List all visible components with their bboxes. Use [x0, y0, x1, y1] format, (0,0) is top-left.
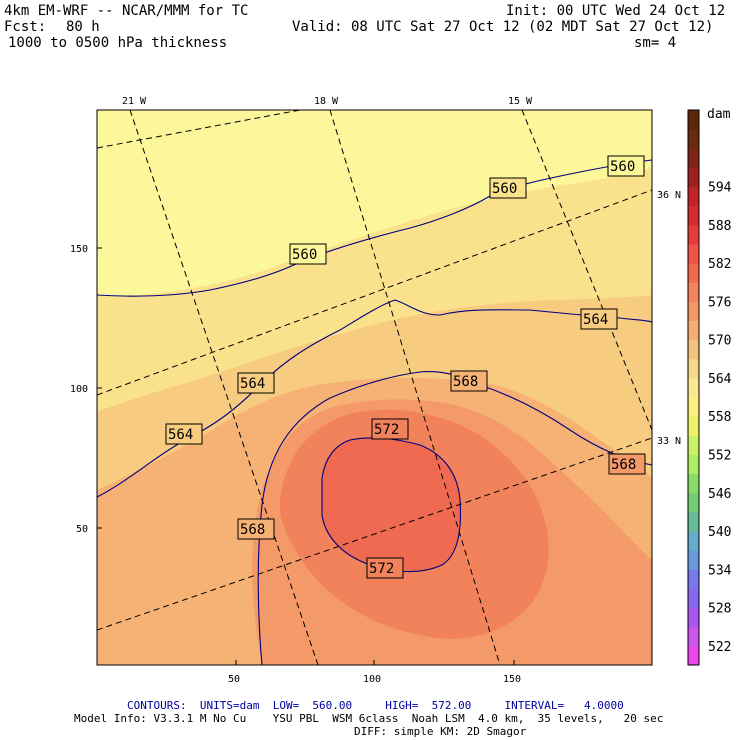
colorbar-swatch — [688, 569, 699, 589]
contour-560 — [97, 159, 652, 297]
colorbar-swatch — [688, 358, 699, 379]
y-tick-150: 150 — [70, 244, 88, 255]
y-tick-100: 100 — [70, 384, 88, 395]
colorbar-labels: 522 528 534 540 546 552 558 564 570 576 582 588 594 — [708, 181, 732, 655]
contour-label-568c: 568 — [611, 457, 636, 473]
contour-label-564a: 564 — [168, 427, 193, 443]
parallel-33n — [97, 437, 652, 631]
colorbar-swatch — [688, 129, 699, 149]
contour-label-560b: 560 — [492, 181, 517, 197]
colorbar-swatch — [688, 645, 699, 666]
contour-label-568a: 568 — [240, 522, 265, 538]
contour-label-572b: 572 — [369, 561, 394, 577]
colorbar-label: 534 — [708, 563, 732, 578]
filled-contours — [97, 110, 652, 665]
colorbar-swatch — [688, 416, 699, 436]
parallel-36n — [97, 189, 652, 396]
colorbar-swatch — [688, 148, 699, 168]
colorbar-label: 528 — [708, 602, 731, 617]
colorbar-swatch — [688, 110, 699, 130]
colorbar-label: 540 — [708, 525, 731, 540]
colorbar-swatch — [688, 243, 699, 264]
colorbar-unit: dam — [707, 107, 731, 122]
colorbar-swatch — [688, 377, 699, 398]
colorbar-swatch — [688, 511, 699, 532]
contour-label-560c: 560 — [610, 159, 635, 175]
colorbar-label: 564 — [708, 372, 732, 387]
colorbar — [687, 109, 700, 666]
forecast-hours: 80 h — [66, 19, 100, 35]
init-time: Init: 00 UTC Wed 24 Oct 12 — [506, 3, 726, 19]
meridian-15w — [521, 110, 652, 431]
colorbar-swatch — [688, 607, 699, 628]
lat-label-36n: 36 N — [657, 190, 681, 201]
colorbar-label: 546 — [708, 487, 731, 502]
contour-label-568b: 568 — [453, 374, 478, 390]
y-tick-50: 50 — [76, 524, 88, 535]
colorbar-swatch — [688, 263, 699, 283]
fill-core — [322, 437, 461, 572]
contours-info: CONTOURS: UNITS=dam LOW= 560.00 HIGH= 57… — [127, 699, 624, 712]
colorbar-swatch — [688, 397, 699, 417]
lon-label-18w: 18 W — [314, 96, 339, 107]
contour-572 — [321, 437, 461, 573]
colorbar-swatch — [688, 167, 699, 188]
model-info: Model Info: V3.3.1 M No Cu YSU PBL WSM 6… — [74, 712, 664, 725]
colorbar-frame — [687, 109, 700, 666]
colorbar-label: 558 — [708, 410, 731, 425]
colorbar-label: 552 — [708, 449, 731, 464]
diff-info: DIFF: simple KM: 2D Smagor — [354, 725, 527, 738]
colorbar-label: 522 — [708, 640, 731, 655]
lon-label-15w: 15 W — [508, 96, 533, 107]
meridian-18w — [329, 110, 501, 665]
colorbar-swatch — [688, 320, 699, 341]
colorbar-swatch — [688, 473, 699, 494]
contour-label-560a: 560 — [292, 247, 317, 263]
colorbar-swatch — [688, 339, 699, 360]
axis-ticks — [97, 247, 515, 665]
x-tick-100: 100 — [363, 674, 381, 685]
colorbar-swatch — [688, 282, 699, 302]
colorbar-label: 582 — [708, 257, 731, 272]
valid-time: Valid: 08 UTC Sat 27 Oct 12 (02 MDT Sat … — [292, 19, 714, 35]
contour-label-564c: 564 — [583, 312, 608, 328]
colorbar-label: 588 — [708, 219, 731, 234]
colorbar-swatch — [688, 588, 699, 609]
colorbar-swatch — [688, 626, 699, 647]
contour-labels: 560 560 560 564 564 564 568 568 568 572 … — [165, 155, 646, 579]
colorbar-swatch — [688, 301, 699, 322]
colorbar-swatch — [688, 435, 699, 455]
colorbar-swatch — [688, 531, 699, 551]
colorbar-label: 594 — [708, 181, 732, 196]
field-name: 1000 to 0500 hPa thickness — [8, 35, 228, 51]
lat-label-33n: 33 N — [657, 436, 681, 447]
meridian-21w — [129, 110, 319, 665]
x-tick-150: 150 — [503, 674, 521, 685]
colorbar-swatch — [688, 224, 699, 245]
latlon-grid — [97, 110, 652, 665]
colorbar-label: 576 — [708, 295, 731, 310]
colorbar-swatch — [688, 492, 699, 513]
x-tick-50: 50 — [228, 674, 240, 685]
lon-label-21w: 21 W — [122, 96, 147, 107]
forecast-label: Fcst: — [4, 19, 47, 35]
parallel-top — [97, 110, 301, 149]
colorbar-swatch — [688, 454, 699, 475]
contour-label-572a: 572 — [374, 422, 399, 438]
contour-label-564b: 564 — [240, 376, 265, 392]
colorbar-label: 570 — [708, 334, 731, 349]
model-title: 4km EM-WRF -- NCAR/MMM for TC — [4, 3, 249, 19]
colorbar-swatch — [688, 186, 699, 207]
smoothing: sm= 4 — [634, 35, 677, 51]
colorbar-swatch — [688, 205, 699, 226]
colorbar-swatch — [688, 550, 699, 570]
